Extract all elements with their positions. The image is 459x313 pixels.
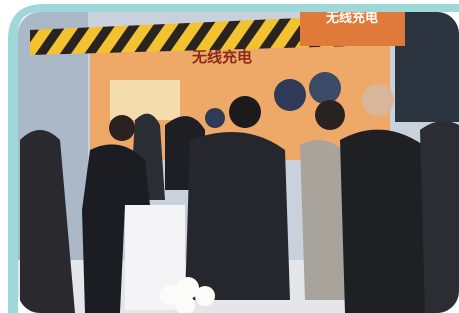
banner-icon bbox=[205, 108, 225, 128]
page: 无线充电 无线充电 (() => { const data = JSON.par… bbox=[0, 0, 459, 313]
sign-text: 无线充电 bbox=[325, 10, 378, 26]
banner-icon bbox=[274, 79, 306, 111]
head bbox=[362, 84, 394, 116]
banner-icon bbox=[309, 72, 341, 104]
person bbox=[420, 121, 459, 313]
photo: 无线充电 无线充电 bbox=[18, 10, 459, 313]
head bbox=[229, 96, 261, 128]
banner-title: 无线充电 bbox=[191, 48, 252, 66]
head bbox=[315, 100, 345, 130]
head bbox=[109, 115, 135, 141]
person bbox=[185, 132, 290, 300]
photo-frame: 无线充电 无线充电 bbox=[0, 0, 459, 313]
